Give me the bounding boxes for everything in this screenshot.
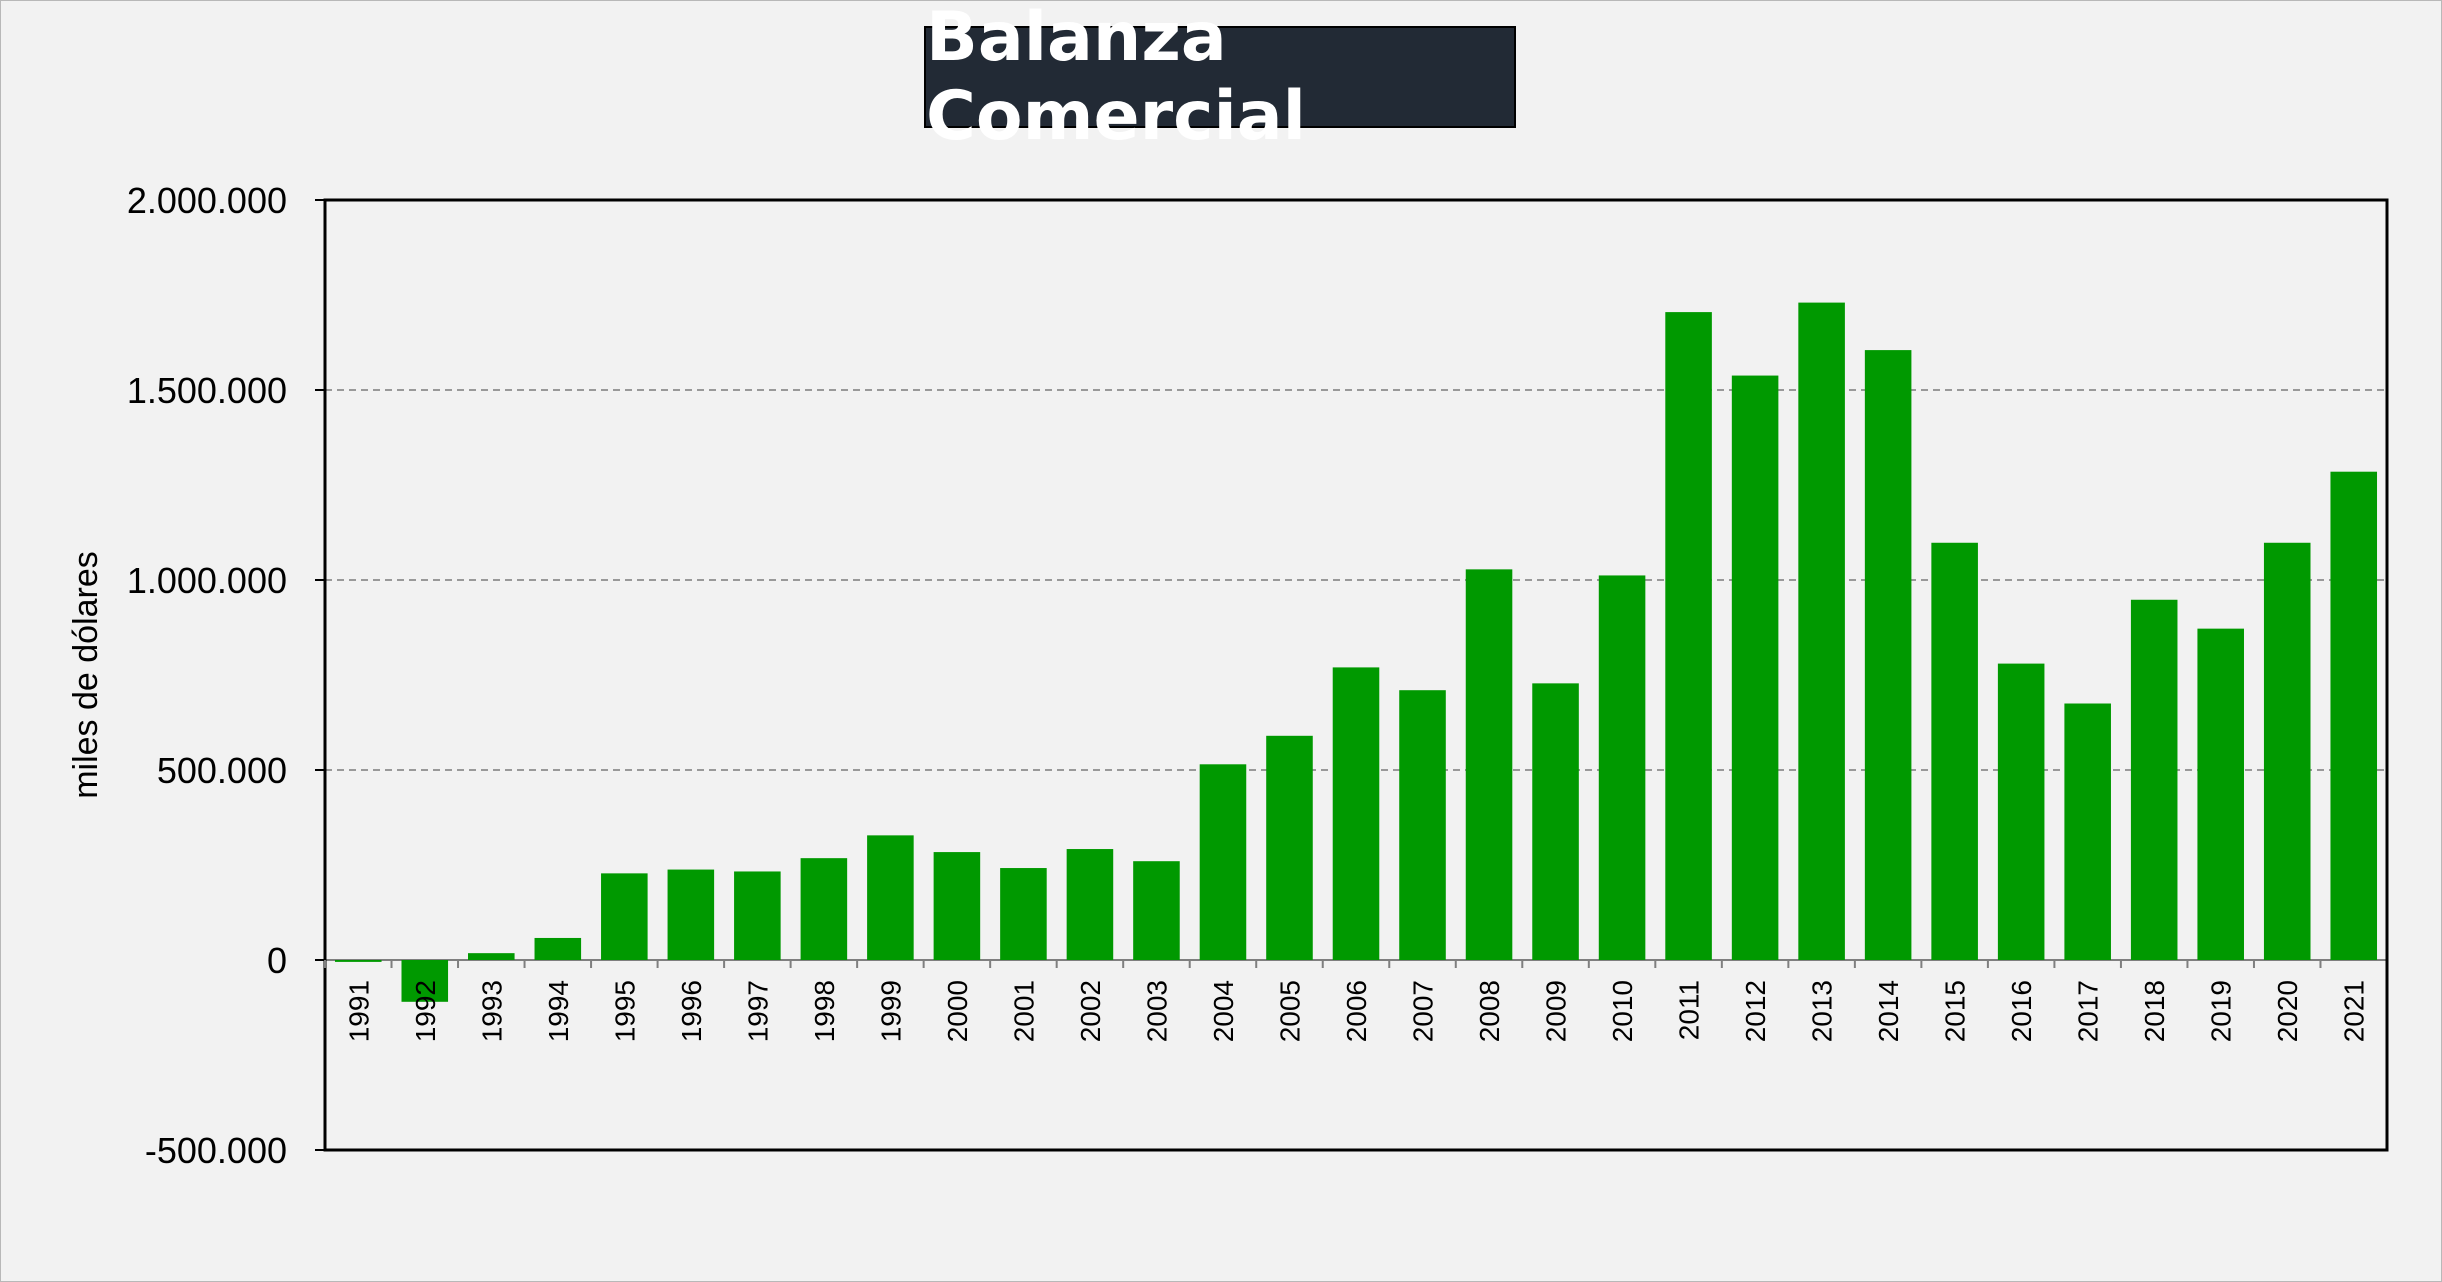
x-tick-label: 1999 xyxy=(875,980,906,1042)
bar-2018 xyxy=(2130,599,2178,960)
bar-2016 xyxy=(1997,663,2045,960)
x-tick-label: 2016 xyxy=(2006,980,2037,1042)
x-tick-label: 2020 xyxy=(2272,980,2303,1042)
y-tick-label: 500.000 xyxy=(157,750,287,791)
bar-1998 xyxy=(800,858,848,960)
bar-2000 xyxy=(933,852,981,960)
x-axis-ticks: 1991 1992 1993 1994 1995 1996 1997 1998 1999 2000… xyxy=(324,960,2370,1042)
x-tick-label: 1993 xyxy=(476,980,507,1042)
chart-title: Balanza Comercial xyxy=(926,0,1306,156)
y-tick-label: 1.000.000 xyxy=(127,560,287,601)
bar-2014 xyxy=(1864,350,1912,961)
bar-2015 xyxy=(1931,542,1978,960)
y-tick-label: 0 xyxy=(267,940,287,981)
x-tick-label: 1998 xyxy=(809,980,840,1042)
plot-area xyxy=(323,198,2389,1152)
x-tick-label: 2002 xyxy=(1075,980,1106,1042)
x-tick-label: 2004 xyxy=(1208,980,1239,1042)
bar-2002 xyxy=(1066,849,1114,960)
bar-2021 xyxy=(2330,471,2378,960)
bar-2007 xyxy=(1399,690,1446,960)
bar-2008 xyxy=(1465,569,1513,960)
x-tick-label: 1997 xyxy=(742,980,773,1042)
bar-2020 xyxy=(2263,542,2311,960)
bar-1993 xyxy=(468,953,515,960)
bar-2011 xyxy=(1665,312,1712,961)
bar-1996 xyxy=(667,869,715,960)
bar-2006 xyxy=(1332,667,1380,960)
x-tick-label: 1995 xyxy=(609,980,640,1042)
x-tick-label: 2008 xyxy=(1474,980,1505,1042)
bar-2013 xyxy=(1798,302,1845,961)
bar-1994 xyxy=(534,937,582,960)
y-tick-label: 2.000.000 xyxy=(127,180,287,221)
x-tick-label: 2005 xyxy=(1274,980,1305,1042)
x-tick-label: 2007 xyxy=(1408,980,1439,1042)
bar-2001 xyxy=(1000,868,1047,960)
bar-1995 xyxy=(601,873,648,960)
bar-2017 xyxy=(2064,703,2111,960)
x-tick-label: 2019 xyxy=(2206,980,2237,1042)
x-tick-label: 2003 xyxy=(1141,980,1172,1042)
x-tick-label: 1996 xyxy=(676,980,707,1042)
bar-2004 xyxy=(1199,764,1247,960)
y-tick-label: 1.500.000 xyxy=(127,370,287,411)
x-tick-label: 2017 xyxy=(2073,980,2104,1042)
x-tick-label: 2000 xyxy=(942,980,973,1042)
y-axis-label: miles de dólares xyxy=(67,551,105,799)
bar-2009 xyxy=(1532,683,1579,960)
y-tick-label: -500.000 xyxy=(145,1130,287,1171)
x-tick-label: 1994 xyxy=(543,980,574,1042)
y-axis-ticks: 2.000.000 1.500.000 1.000.000 500.000 0 -500.… xyxy=(127,180,325,1171)
x-tick-label: 2013 xyxy=(1807,980,1838,1042)
bar-1991 xyxy=(334,960,382,962)
x-tick-label: 1991 xyxy=(343,980,374,1042)
x-tick-label: 2011 xyxy=(1674,980,1705,1040)
x-tick-label: 1992 xyxy=(410,980,441,1042)
bar-2010 xyxy=(1598,575,1646,960)
bar-1997 xyxy=(734,871,781,960)
x-tick-label: 2012 xyxy=(1740,980,1771,1042)
x-tick-label: 2014 xyxy=(1873,980,1904,1042)
bars xyxy=(334,302,2378,1002)
bar-2012 xyxy=(1731,375,1779,960)
bar-2019 xyxy=(2197,628,2244,960)
bar-2003 xyxy=(1133,861,1180,960)
x-tick-label: 2021 xyxy=(2339,980,2370,1042)
bar-2005 xyxy=(1266,735,1313,960)
bar-1992 xyxy=(401,960,449,1002)
x-tick-label: 2015 xyxy=(1940,980,1971,1042)
x-tick-label: 2006 xyxy=(1341,980,1372,1042)
x-tick-label: 2018 xyxy=(2139,980,2170,1042)
x-tick-label: 2009 xyxy=(1541,980,1572,1042)
bar-1999 xyxy=(867,835,914,960)
chart-title-box: Balanza Comercial xyxy=(924,0,1516,156)
x-tick-label: 2001 xyxy=(1008,980,1039,1042)
x-tick-label: 2010 xyxy=(1607,980,1638,1042)
